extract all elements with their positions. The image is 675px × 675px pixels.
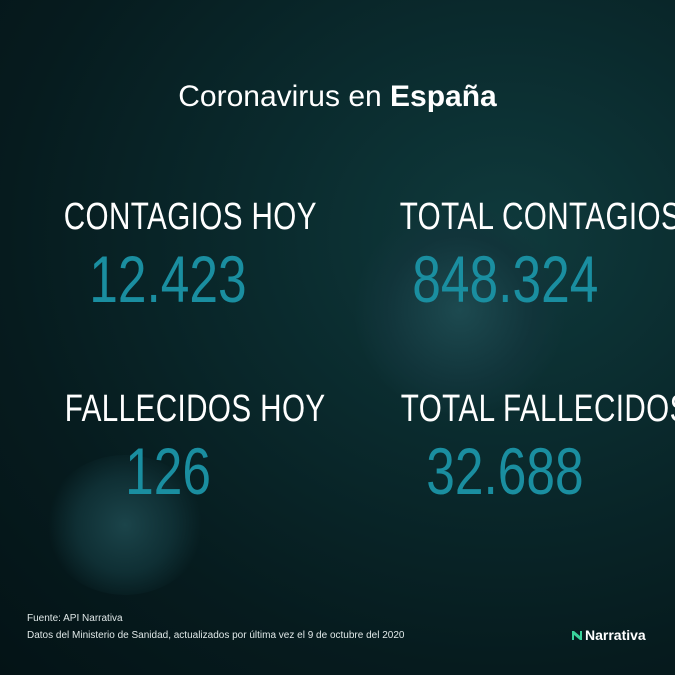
- update-note: Datos del Ministerio de Sanidad, actuali…: [27, 630, 405, 641]
- stat-label: TOTAL CONTAGIOS: [399, 196, 675, 238]
- stat-total-contagios: TOTAL CONTAGIOS 848.324: [360, 196, 675, 317]
- stat-value: 12.423: [89, 242, 247, 316]
- stat-total-fallecidos: TOTAL FALLECIDOS 32.688: [360, 388, 675, 509]
- stat-value: 848.324: [411, 242, 599, 316]
- stat-fallecidos-hoy: FALLECIDOS HOY 126: [28, 388, 325, 509]
- stat-label: CONTAGIOS HOY: [63, 196, 317, 238]
- virus-illustration-small: [45, 455, 205, 595]
- stat-value: 32.688: [426, 434, 584, 508]
- virus-illustration: [355, 205, 565, 415]
- source-text: Fuente: API Narrativa: [27, 613, 123, 624]
- stat-label: FALLECIDOS HOY: [64, 388, 326, 430]
- narrativa-logo: Narrativa: [571, 627, 646, 643]
- narrativa-logo-icon: [572, 630, 582, 640]
- stat-label: TOTAL FALLECIDOS: [400, 388, 675, 430]
- page-title: Coronavirus en España: [178, 80, 497, 113]
- stat-contagios-hoy: CONTAGIOS HOY 12.423: [28, 196, 317, 317]
- stat-value: 126: [125, 434, 211, 508]
